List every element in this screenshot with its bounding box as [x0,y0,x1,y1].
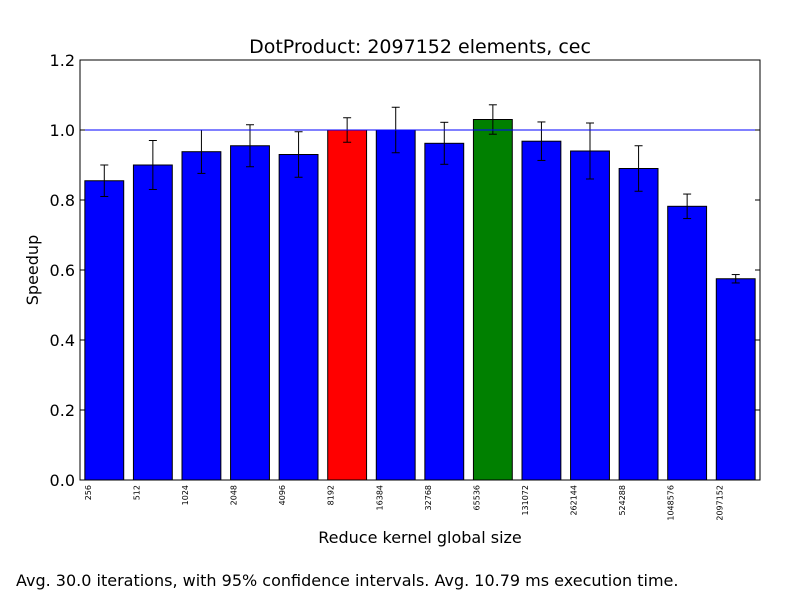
error-bar-65536 [488,104,497,135]
x-tick-label: 8192 [327,485,336,505]
bars-layer [84,119,756,481]
error-bar-2048 [246,124,254,168]
bar-4096 [278,154,319,481]
error-bar-131072 [537,121,546,161]
caption: Avg. 30.0 iterations, with 95% confidenc… [16,571,679,590]
error-bar-4096 [294,131,303,178]
bar-524288 [618,168,659,481]
x-tick-label: 16384 [375,485,384,510]
bar-65536 [472,119,513,481]
x-tick-label: 512 [132,485,141,500]
bar-262144 [570,150,610,481]
y-axis: 0.0 0.2 0.4 0.6 0.8 1.0 1.2 [50,51,760,490]
bar-256 [84,180,125,481]
x-tick-label: 256 [84,485,93,500]
bar-16384 [375,129,416,481]
bar-8192 [327,129,368,481]
error-bar-512 [148,140,157,190]
x-axis-label: Reduce kernel global size [318,528,522,547]
y-tick-label: 0.8 [50,191,75,210]
x-tick-label: 2048 [230,485,239,505]
x-axis: 256 512 1024 2048 4096 8192 16384 32768 65536 131… [84,485,724,521]
error-bar-262144 [586,122,594,180]
error-bar-2097152 [731,274,740,284]
x-tick-label: 1024 [181,485,190,505]
y-tick-label: 0.6 [50,261,75,280]
x-tick-label: 524288 [618,485,627,516]
x-tick-label: 1048576 [667,485,676,521]
y-tick-label: 1.2 [50,51,75,70]
bar-32768 [424,142,465,481]
error-bar-524288 [634,145,643,192]
bar-512 [132,164,173,481]
bar-1048576 [667,205,708,481]
error-bars-layer [100,104,740,284]
bar-131072 [521,140,562,481]
y-tick-label: 0.0 [50,471,75,490]
x-tick-label: 262144 [570,485,579,516]
x-tick-label: 32768 [424,485,433,510]
error-bar-32768 [440,121,449,165]
y-tick-label: 1.0 [50,121,75,140]
error-bar-256 [100,164,109,197]
bar-1024 [181,151,222,481]
x-tick-label: 4096 [278,485,287,505]
x-tick-label: 65536 [472,485,481,510]
y-tick-label: 0.2 [50,401,75,420]
y-axis-label: Speedup [23,235,42,305]
x-tick-label: 131072 [521,485,530,516]
error-bar-1048576 [683,193,692,220]
chart-title: DotProduct: 2097152 elements, cec [249,36,591,58]
bar-2048 [230,145,270,481]
x-tick-label: 2097152 [715,485,724,521]
y-tick-label: 0.4 [50,331,75,350]
bar-2097152 [715,278,756,481]
